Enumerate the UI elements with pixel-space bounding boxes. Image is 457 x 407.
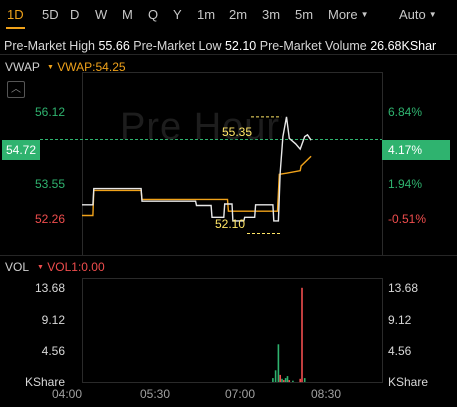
volume-bar	[301, 287, 303, 383]
caret-down-icon: ▼	[37, 264, 44, 271]
indicator-name[interactable]: VWAP	[5, 60, 40, 74]
tab-y[interactable]: Y	[173, 7, 182, 22]
volume-bar	[299, 378, 301, 383]
percent-tick: -0.51%	[388, 212, 427, 226]
price-series	[82, 116, 312, 222]
price-line	[82, 116, 312, 222]
percent-tick: 1.94%	[388, 177, 423, 191]
time-tick: 04:00	[52, 387, 83, 401]
volume-bar	[292, 380, 294, 382]
volume-unit-right: KShare	[388, 375, 429, 389]
panel-borders	[0, 54, 457, 383]
tab-1m[interactable]: 1m	[197, 7, 216, 22]
session-watermark: Pre Hour	[120, 106, 281, 148]
caret-down-icon: ▼	[360, 10, 369, 19]
tab-m[interactable]: M	[122, 7, 133, 22]
high-annotation: 55.35	[222, 125, 253, 139]
current-change-badge: 4.17%	[382, 140, 450, 160]
volume-bar	[284, 378, 287, 382]
price-tick: 56.12	[34, 105, 65, 119]
volume-bar	[303, 378, 306, 382]
time-tick: 08:30	[311, 387, 342, 401]
tab-1d[interactable]: 1D	[7, 7, 24, 22]
price-tick: 53.55	[34, 177, 65, 191]
volume-bars	[272, 287, 306, 383]
chevron-up-icon: ︿	[11, 84, 21, 95]
current-price-badge: 54.72	[2, 140, 40, 160]
caret-down-icon: ▼	[47, 64, 54, 71]
vwap-line	[82, 155, 312, 217]
vwap-value: VWAP:54.25	[57, 60, 126, 74]
tab-3m[interactable]: 3m	[262, 7, 281, 22]
volume-bar	[281, 378, 283, 383]
volume-tick: 9.12	[41, 313, 65, 327]
tab-q[interactable]: Q	[148, 7, 159, 22]
volume-value: VOL1:0.00	[47, 260, 105, 274]
premarket-high-value: 55.66	[98, 39, 130, 53]
volume-indicator-name[interactable]: VOL	[5, 260, 30, 274]
tab-d[interactable]: D	[70, 7, 80, 22]
tab-5m[interactable]: 5m	[295, 7, 314, 22]
expand-button[interactable]: ︿	[7, 81, 25, 98]
more-dropdown[interactable]: More ▼	[328, 7, 369, 22]
volume-bar	[272, 378, 274, 382]
volume-bar	[277, 344, 280, 382]
more-label: More	[328, 7, 358, 22]
volume-tick: 13.68	[388, 281, 419, 295]
tab-5d[interactable]: 5D	[42, 7, 59, 22]
timeframe-tab-bar: 1D 5D D W M Q Y 1m 2m 3m 5m More ▼ Auto ▼	[0, 0, 457, 32]
indicator-dropdown[interactable]: ▼ VWAP:54.25	[47, 60, 126, 74]
volume-unit-left: KShare	[24, 375, 65, 389]
volume-bar	[279, 374, 281, 382]
caret-down-icon: ▼	[428, 10, 437, 19]
percent-tick: 6.84%	[388, 105, 423, 119]
time-tick: 05:30	[140, 387, 171, 401]
volume-tick: 4.56	[388, 344, 412, 358]
volume-bar	[286, 376, 289, 382]
annotation-leaders	[247, 116, 282, 234]
tab-w[interactable]: W	[95, 7, 108, 22]
premarket-high-label: Pre-Market High	[4, 39, 95, 53]
low-annotation: 52.10	[215, 217, 246, 231]
premarket-low-value: 52.10	[224, 39, 257, 53]
adjust-label: Auto	[399, 7, 426, 22]
volume-bar	[283, 380, 285, 382]
volume-tick: 13.68	[34, 281, 65, 295]
time-tick: 07:00	[225, 387, 256, 401]
adjust-dropdown[interactable]: Auto ▼	[399, 7, 437, 22]
volume-indicator-dropdown[interactable]: ▼ VOL1:0.00	[37, 260, 105, 274]
volume-tick: 4.56	[41, 344, 65, 358]
tab-2m[interactable]: 2m	[229, 7, 248, 22]
premarket-stats: Pre-Market High 55.66 Pre-Market Low 52.…	[4, 39, 436, 53]
premarket-volume-value: 26.68KShar	[370, 39, 437, 53]
volume-tick: 9.12	[388, 313, 412, 327]
vwap-series	[82, 155, 312, 217]
premarket-low-label: Pre-Market Low	[133, 39, 222, 53]
active-tab-indicator	[6, 27, 25, 29]
premarket-volume-label: Pre-Market Volume	[259, 39, 367, 53]
volume-bar	[288, 380, 291, 382]
volume-bar	[274, 370, 277, 382]
price-tick: 52.26	[34, 212, 65, 226]
